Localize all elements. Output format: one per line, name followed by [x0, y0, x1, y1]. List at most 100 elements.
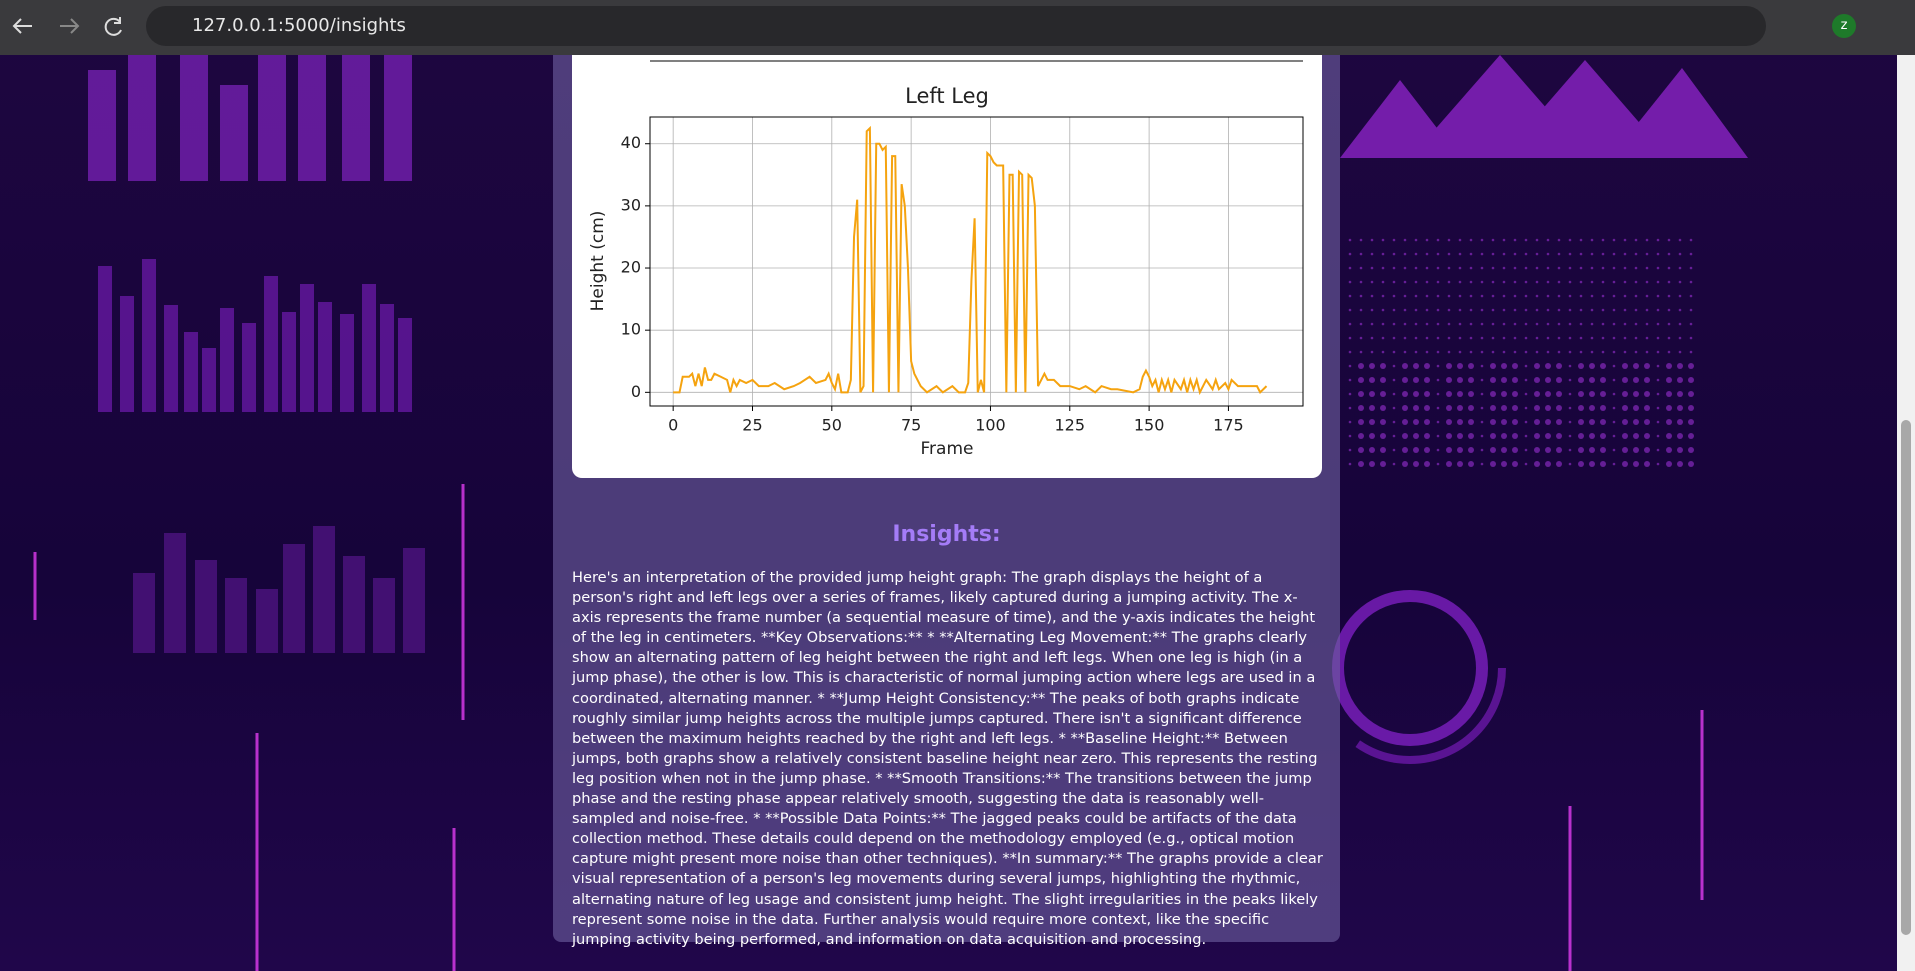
decor-dot	[1524, 364, 1528, 368]
decor-dot	[1381, 350, 1385, 354]
decor-dot	[1612, 294, 1616, 298]
decor-dot	[1601, 308, 1605, 312]
decor-dot	[1612, 406, 1616, 410]
decor-dot	[1688, 377, 1694, 383]
decor-dot	[1656, 308, 1660, 312]
decor-dot	[1600, 419, 1606, 425]
decor-dot	[1534, 377, 1540, 383]
decor-dot	[1568, 336, 1572, 340]
x-axis-label: Frame	[921, 439, 974, 459]
decor-dot	[1568, 434, 1572, 438]
decor-dot	[1667, 280, 1671, 284]
decor-dot	[1457, 377, 1463, 383]
decor-dot	[1380, 447, 1386, 453]
decor-dot	[1502, 294, 1506, 298]
decor-dot	[1656, 322, 1660, 326]
url-text[interactable]: 127.0.0.1:5000/insights	[192, 15, 406, 36]
decor-dot	[1534, 447, 1540, 453]
decor-dot	[1490, 377, 1496, 383]
decor-dot	[1688, 433, 1694, 439]
profile-avatar[interactable]: z	[1832, 14, 1856, 38]
decor-dot	[1568, 420, 1572, 424]
decor-dot	[1414, 294, 1418, 298]
decor-dot	[1348, 252, 1352, 256]
decor-dot	[1689, 280, 1693, 284]
decor-dot	[1667, 350, 1671, 354]
decor-dot	[1513, 266, 1517, 270]
decor-dot	[1656, 280, 1660, 284]
decor-dot	[1568, 280, 1572, 284]
decor-dot	[1380, 363, 1386, 369]
decor-dot	[1381, 266, 1385, 270]
decor-dot	[1590, 336, 1594, 340]
decor-dot	[1667, 238, 1671, 242]
decor-dot	[1645, 294, 1649, 298]
decor-dot	[1678, 336, 1682, 340]
decor-dot	[1678, 294, 1682, 298]
y-tick-label: 40	[621, 133, 641, 152]
decor-dot	[1501, 363, 1507, 369]
decor-dot	[1612, 266, 1616, 270]
decor-dot	[1545, 391, 1551, 397]
decor-dot	[1501, 447, 1507, 453]
x-tick-label: 175	[1213, 416, 1244, 435]
scrollbar-thumb[interactable]	[1901, 420, 1911, 935]
decor-dot	[1623, 336, 1627, 340]
decor-dot	[1413, 391, 1419, 397]
decor-dot	[1359, 350, 1363, 354]
decor-dot	[1666, 391, 1672, 397]
decor-dot	[1656, 392, 1660, 396]
decor-dot	[1403, 252, 1407, 256]
decor-dot	[1457, 363, 1463, 369]
nav-buttons[interactable]	[0, 0, 140, 55]
decor-dot	[1568, 238, 1572, 242]
decor-dot	[1667, 294, 1671, 298]
x-tick-label: 25	[742, 416, 762, 435]
decor-dot	[1480, 336, 1484, 340]
decor-dot	[1689, 238, 1693, 242]
decor-dot	[1447, 238, 1451, 242]
decor-dot	[1622, 377, 1628, 383]
decor-dot	[1370, 266, 1374, 270]
decor-dot	[1579, 252, 1583, 256]
decor-dot	[1447, 294, 1451, 298]
decor-dot	[1678, 252, 1682, 256]
decor-dot	[1568, 266, 1572, 270]
decor-dot	[1480, 406, 1484, 410]
decor-dot	[1369, 447, 1375, 453]
decor-dot	[1633, 377, 1639, 383]
decor-dot	[1392, 364, 1396, 368]
decor-dot	[1348, 378, 1352, 382]
decor-dot	[1600, 363, 1606, 369]
decor-dot	[1644, 461, 1650, 467]
decor-dot	[1348, 392, 1352, 396]
decor-dot	[1490, 391, 1496, 397]
decor-dot	[1491, 322, 1495, 326]
decor-dot	[1557, 238, 1561, 242]
decor-dot	[1414, 308, 1418, 312]
decor-dot	[1359, 294, 1363, 298]
decor-dot	[1458, 266, 1462, 270]
browser-toolbar: 127.0.0.1:5000/insights z	[0, 0, 1915, 55]
decor-dot	[1490, 363, 1496, 369]
decor-dot	[1634, 252, 1638, 256]
decor-dot	[1480, 294, 1484, 298]
decor-dot	[1535, 350, 1539, 354]
decor-dot	[1512, 377, 1518, 383]
decor-dot	[1677, 377, 1683, 383]
decor-dot	[1380, 461, 1386, 467]
decor-dot	[1502, 336, 1506, 340]
decor-dot	[1524, 322, 1528, 326]
decor-dot	[1678, 238, 1682, 242]
decor-dot	[1612, 238, 1616, 242]
decor-dot	[1501, 391, 1507, 397]
decor-dot	[1358, 391, 1364, 397]
decor-dot	[1502, 308, 1506, 312]
decor-dot	[1447, 280, 1451, 284]
address-bar[interactable]: 127.0.0.1:5000/insights	[146, 6, 1766, 46]
decor-dot	[1579, 266, 1583, 270]
decor-dot	[1414, 252, 1418, 256]
decor-dot	[1402, 419, 1408, 425]
decor-dot	[1667, 322, 1671, 326]
decor-dot	[1501, 377, 1507, 383]
